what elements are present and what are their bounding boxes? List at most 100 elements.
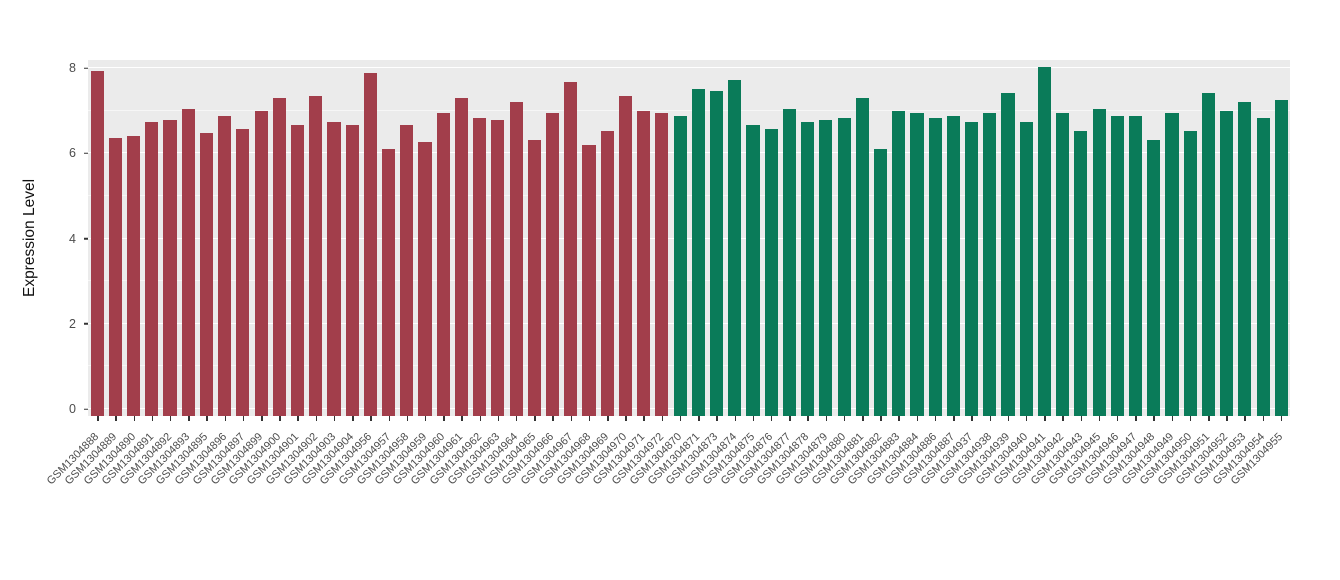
bar [801,122,815,416]
y-tick [83,67,88,69]
x-tick [534,416,536,421]
bar-slot [179,60,197,416]
bar-slot [762,60,780,416]
x-tick [1098,416,1101,421]
bar [218,115,232,416]
bar-slot [598,60,616,416]
bar [546,113,560,416]
y-tick-label: 0 [69,402,76,416]
bar-slot [216,60,234,416]
x-tick [515,416,518,421]
bar-slot [963,60,981,416]
x-tick [1007,416,1010,421]
gridlines [88,67,1290,409]
x-tick [807,416,809,421]
bar [90,71,104,416]
x-tick [188,416,190,421]
bar [1238,102,1252,416]
x-tick [206,416,208,421]
bar-slot [197,60,215,416]
y-tick [83,323,88,325]
bar-slot [124,60,142,416]
x-tick [1280,416,1283,421]
x-tick [333,416,336,421]
bar-slot [143,60,161,416]
bar-slot [343,60,361,416]
x-tick [698,416,700,421]
x-tick [115,416,117,421]
gridline-minor [88,365,1290,367]
x-tick [789,416,791,421]
bar [873,149,888,416]
bar [1147,140,1161,416]
bar [491,120,505,416]
bar [965,122,979,416]
x-tick [388,416,390,421]
x-tick [169,416,172,421]
bar [1165,113,1179,416]
x-tick [752,416,755,421]
bar [1056,113,1070,416]
bar-slot [252,60,270,416]
bar-slot [635,60,653,416]
bar-slot [1181,60,1199,416]
bar-slot [1272,60,1290,416]
x-tick [679,416,682,421]
bar-slot [1090,60,1108,416]
bar [1110,115,1124,416]
bar [819,120,833,416]
bar [655,113,669,416]
bar [363,73,377,416]
bar-slot [1236,60,1254,416]
gridline-major [88,67,1290,68]
x-tick [461,416,463,421]
x-tick [661,416,664,421]
bar [1183,131,1197,416]
x-tick [497,416,500,421]
gridline-major [88,408,1290,409]
gridline-minor [88,109,1290,111]
bar [327,122,341,416]
bar [309,95,323,416]
bar [1019,122,1033,416]
x-tick [224,416,227,421]
bar [1220,111,1234,416]
x-tick [1262,416,1265,421]
bar-slot [817,60,835,416]
bar [1201,93,1215,416]
bars [88,60,1290,416]
bar [983,113,997,416]
bar [126,135,141,416]
bar [637,111,651,416]
bar-slot [871,60,889,416]
x-tick [588,416,591,421]
x-tick [1226,416,1228,421]
bar [728,80,742,416]
bar [163,120,177,416]
bar-slot [799,60,817,416]
bar [236,128,250,416]
bar-slot [307,60,325,416]
bar-slot [288,60,306,416]
bar [527,140,541,416]
x-tick [479,416,482,421]
x-tick [151,416,154,421]
bar-slot [88,60,106,416]
x-tick [1116,416,1119,421]
bar [1074,131,1088,416]
bar-slot [653,60,671,416]
y-tick [83,152,88,154]
bar [1256,117,1270,416]
bar-slot [1145,60,1163,416]
bar-slot [361,60,379,416]
bar-slot [944,60,962,416]
gridline-major [88,237,1290,239]
x-tick [1080,416,1083,421]
bar [746,124,760,416]
bar-slot [1035,60,1053,416]
bar-slot [161,60,179,416]
x-tick [424,416,427,421]
bar-slot [270,60,288,416]
y-tick-label: 4 [69,231,76,246]
bar [108,137,122,416]
